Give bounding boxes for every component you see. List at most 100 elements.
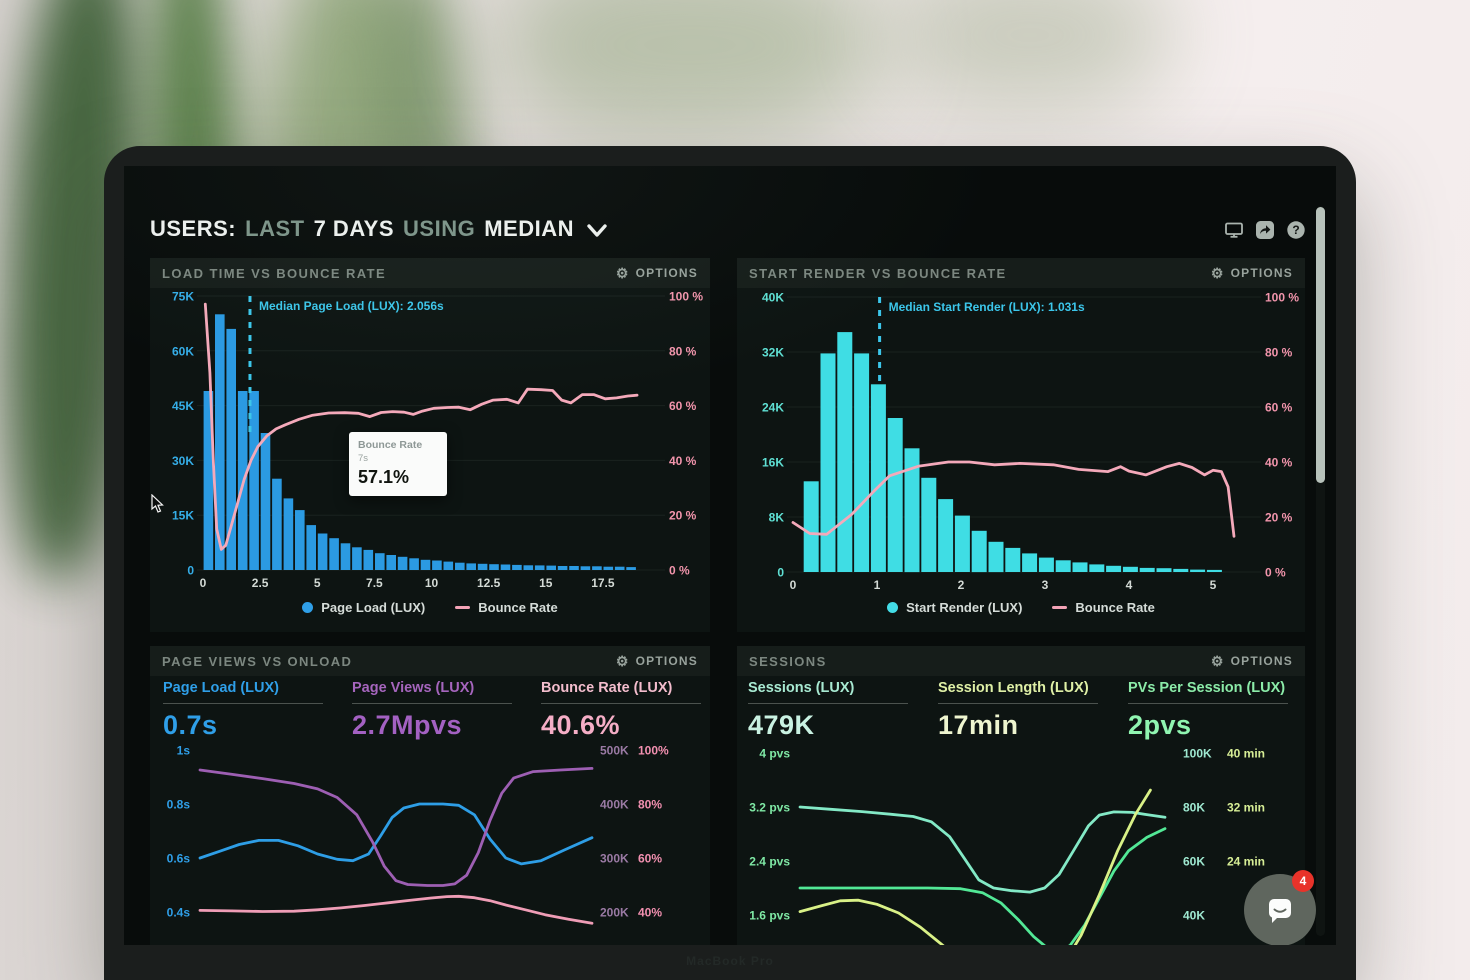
histogram-bar[interactable] [1005,547,1021,572]
histogram-bar[interactable] [614,566,625,570]
bounce-rate-line [198,894,594,925]
histogram-bar[interactable] [887,418,903,572]
histogram-bar[interactable] [226,328,236,570]
legend-bounce-rate[interactable]: Bounce Rate [1052,600,1155,615]
y-axis-right-tick: 60% [638,852,662,866]
histogram-bar[interactable] [466,563,476,570]
options-button[interactable]: ⚙ OPTIONS [615,265,698,281]
histogram-bar[interactable] [283,498,294,570]
histogram-bar[interactable] [1038,557,1054,572]
histogram-bar[interactable] [854,353,870,572]
bounce-rate-line [791,460,1236,538]
histogram-bar[interactable] [340,543,351,570]
histogram-bar[interactable] [443,561,454,570]
histogram-bar[interactable] [603,566,614,570]
histogram-bar[interactable] [1089,564,1105,572]
histogram-bar[interactable] [249,391,259,570]
y-axis-right-tick: 0 % [1265,566,1286,580]
histogram-bar[interactable] [938,499,954,572]
histogram-bar[interactable] [820,353,836,572]
histogram-bar[interactable] [500,564,511,571]
session-length-line [798,788,1152,945]
histogram-bar[interactable] [592,566,602,570]
histogram-bar[interactable] [1139,567,1155,572]
laptop: USERS: LAST 7 DAYS USING MEDIAN ? [104,146,1356,980]
options-button[interactable]: ⚙ OPTIONS [1210,265,1293,281]
histogram-bar[interactable] [455,562,465,570]
help-icon[interactable]: ? [1286,220,1306,240]
histogram-bar[interactable] [363,549,374,570]
y-axis-left-tick: 4 pvs [759,747,790,761]
histogram-bar[interactable] [409,558,419,570]
legend-page-load[interactable]: Page Load (LUX) [302,600,425,615]
histogram-bar[interactable] [988,541,1004,573]
histogram-bar[interactable] [569,566,579,570]
histogram-bar[interactable] [626,567,636,570]
panel-title: START RENDER VS BOUNCE RATE [749,265,1007,281]
histogram-bar[interactable] [203,391,214,570]
histogram-bar[interactable] [375,553,385,570]
x-axis-tick: 7.5 [366,576,383,590]
histogram-bar[interactable] [971,530,987,573]
histogram-bar[interactable] [352,547,362,570]
histogram-bar[interactable] [1206,569,1222,572]
histogram-bar[interactable] [1055,560,1071,572]
histogram-bar[interactable] [954,515,970,572]
histogram-bar[interactable] [557,566,568,570]
y-axis-right-tick: 100 % [669,290,703,304]
histogram-bar[interactable] [1022,553,1038,572]
histogram-bar[interactable] [1173,568,1189,572]
histogram-bar[interactable] [272,478,282,570]
histogram-bar[interactable] [260,433,271,570]
options-button[interactable]: ⚙ OPTIONS [1210,653,1293,669]
histogram-bar[interactable] [580,566,591,570]
histogram-bar[interactable] [489,564,499,570]
histogram-bar[interactable] [1122,566,1138,572]
histogram-bar[interactable] [1156,568,1172,572]
histogram-bar[interactable] [477,563,488,570]
histogram-bar[interactable] [329,538,339,570]
legend-start-render[interactable]: Start Render (LUX) [887,600,1022,615]
histogram-bar[interactable] [921,477,937,572]
histogram-bar[interactable] [1106,565,1122,572]
report-selector[interactable]: USERS: LAST 7 DAYS USING MEDIAN [150,216,608,242]
histogram-bar[interactable] [837,332,853,572]
x-axis-tick: 12.5 [477,576,501,590]
metric-session-length: Session Length (LUX) 17min [938,680,1110,741]
x-axis-tick: 5 [1210,578,1217,592]
histogram-bar[interactable] [432,560,442,571]
histogram-bar[interactable] [420,559,431,570]
chat-launcher[interactable]: 4 [1244,870,1316,945]
histogram-bar[interactable] [512,564,522,570]
y-axis-right-tick: 80 % [1265,346,1293,360]
histogram-bar[interactable] [1072,562,1088,572]
histogram-bar[interactable] [904,448,920,573]
histogram-bar[interactable] [386,555,396,570]
histogram-bar[interactable] [306,525,316,570]
histogram-bar[interactable] [317,533,328,571]
y-axis-right-tick: 80% [638,798,662,812]
median-label: Median Page Load (LUX): 2.056s [259,299,444,313]
histogram-bar[interactable] [870,384,886,572]
histogram-bar[interactable] [215,314,225,570]
load-time-chart: 75K 100 % 60K 80 % 45K 60 % 30K 40 % 15K 20 % 0 0 %… [172,290,703,591]
histogram-bar[interactable] [534,565,545,570]
histogram-bar[interactable] [546,565,556,570]
histogram-bar[interactable] [397,556,408,570]
histogram-bar[interactable] [523,565,534,570]
scrollbar-thumb[interactable] [1316,207,1325,483]
metric-page-views: Page Views (LUX) 2.7Mpvs [352,680,524,741]
share-icon[interactable] [1255,220,1275,240]
chat-unread-badge: 4 [1292,870,1314,892]
options-button[interactable]: ⚙ OPTIONS [615,653,698,669]
legend-swatch [887,602,899,613]
histogram-bar[interactable] [1190,569,1206,572]
histogram-bar[interactable] [803,481,819,572]
display-icon[interactable] [1224,220,1244,240]
histogram-bar[interactable] [295,510,305,570]
report-title-agg: MEDIAN [484,216,574,241]
y-axis-mid-tick: 40K [1183,909,1205,923]
y-axis-left-tick: 75K [172,290,194,304]
legend-bounce-rate[interactable]: Bounce Rate [455,600,558,615]
